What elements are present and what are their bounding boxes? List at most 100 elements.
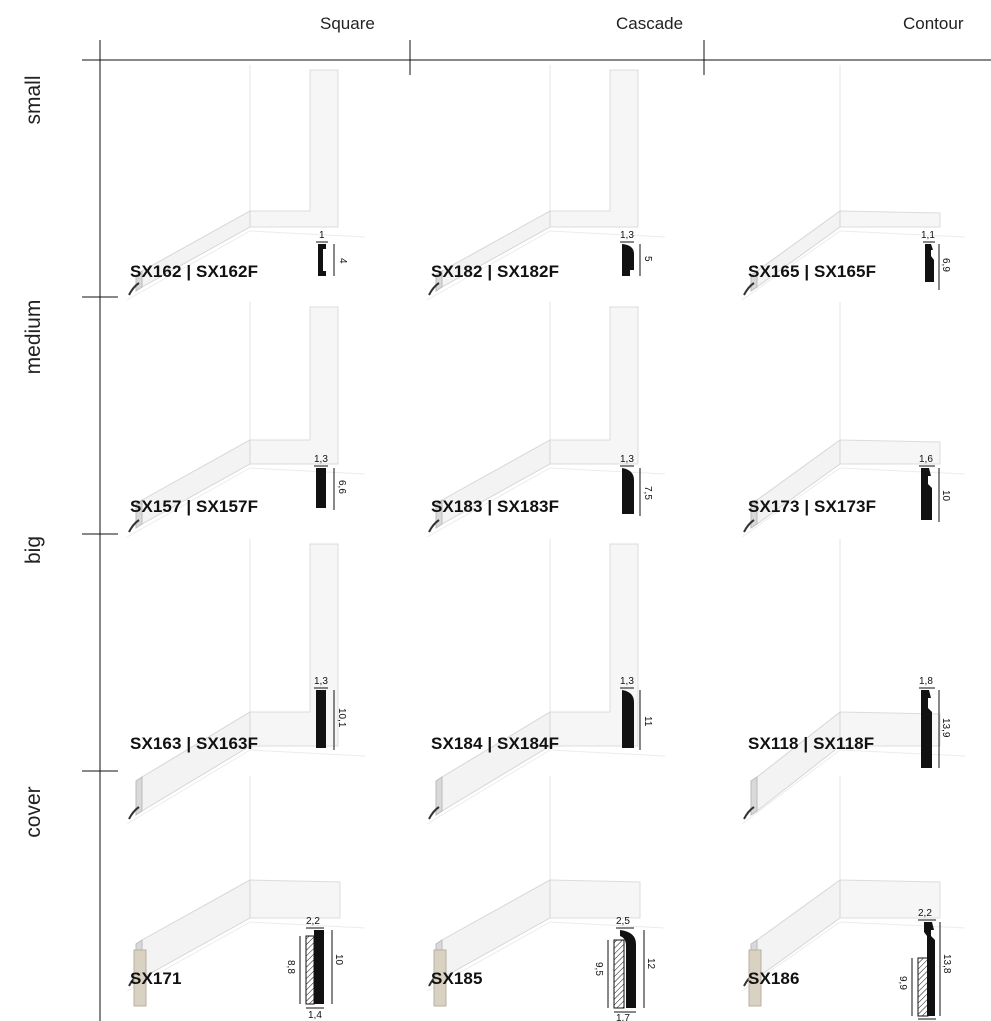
dim-height: 4 <box>337 258 348 264</box>
floor-line <box>839 749 966 757</box>
filler-block <box>748 949 762 1007</box>
dim-inner: 8,8 <box>285 960 296 974</box>
wall-frame-molding <box>549 306 639 465</box>
dim-top: 1,3 <box>620 454 634 465</box>
skirting-end-cap <box>135 776 143 816</box>
cable <box>128 282 140 296</box>
wall-frame-molding <box>249 69 339 228</box>
wall-frame-molding <box>549 69 639 228</box>
cable <box>428 806 440 820</box>
floor-line <box>549 467 666 475</box>
floor-line <box>126 467 251 538</box>
dim-height: 13,8 <box>941 954 952 974</box>
filler-block <box>433 949 447 1007</box>
dim-inner: 9,9 <box>897 976 908 990</box>
column-header-contour: Contour <box>903 14 964 33</box>
floor-line <box>741 749 841 825</box>
product-code: SX165 | SX165F <box>748 262 877 281</box>
dim-height: 6,9 <box>940 258 951 272</box>
skirting-left-segment <box>141 879 251 979</box>
floor-line <box>249 230 366 238</box>
profile-cross-section-icon: 1,3 11 <box>620 676 653 750</box>
dim-height: 13,9 <box>940 718 951 738</box>
product-code: SX118 | SX118F <box>748 734 875 753</box>
floor-line <box>249 749 366 757</box>
cable <box>128 806 140 820</box>
product-code: SX184 | SX184F <box>431 734 560 753</box>
wall-frame-molding <box>249 306 339 465</box>
cable <box>743 519 755 533</box>
dim-top: 1,1 <box>921 230 935 241</box>
profile-cross-section-icon: 1,8 13,9 <box>919 676 951 768</box>
floor-line <box>839 467 966 475</box>
floor-line <box>126 230 251 301</box>
dim-bottom: 1,7 <box>616 1013 630 1021</box>
profile-cross-section-icon: 1,3 6,6 <box>314 454 347 510</box>
cable <box>743 282 755 296</box>
product-code: SX185 <box>431 969 483 988</box>
dim-top: 2,2 <box>306 916 320 927</box>
cable <box>128 519 140 533</box>
dim-top: 1,3 <box>314 454 328 465</box>
dim-height: 5 <box>642 256 653 262</box>
dim-height: 7,5 <box>642 486 653 500</box>
profile-cross-section-icon: 1,1 6,9 <box>921 230 951 290</box>
skirting-left-segment <box>441 711 551 812</box>
dim-height: 10 <box>333 954 344 966</box>
filler-block <box>133 949 147 1007</box>
skirting-left-segment <box>441 879 551 979</box>
product-code: SX182 | SX182F <box>431 262 560 281</box>
dim-height: 10 <box>940 490 951 502</box>
floor-line <box>549 230 666 238</box>
dim-top: 1 <box>319 230 325 241</box>
product-code: SX171 <box>130 969 182 988</box>
skirting-left-segment <box>756 879 841 979</box>
profile-cross-section-icon: 2,2 8,8 10 1,4 <box>285 916 344 1021</box>
skirting-right-segment <box>249 879 341 919</box>
dim-top: 1,3 <box>620 230 634 241</box>
skirting-end-cap <box>435 776 443 816</box>
floor-line <box>426 230 551 301</box>
skirting-right-segment <box>549 879 641 919</box>
dim-bottom: 1,4 <box>308 1010 322 1021</box>
floor-line <box>741 230 841 301</box>
column-header-square: Square <box>320 14 375 33</box>
dim-height: 11 <box>642 716 653 727</box>
floor-line <box>839 230 966 238</box>
profile-cross-section-icon: 1,3 7,5 <box>620 454 653 516</box>
floor-line <box>426 467 551 538</box>
product-code: SX162 | SX162F <box>130 262 259 281</box>
skirting-right-segment <box>839 210 941 228</box>
dim-top: 2,5 <box>616 916 630 927</box>
floor-line <box>549 749 666 757</box>
dim-top: 1,8 <box>919 676 933 687</box>
floor-line <box>549 921 666 929</box>
column-header-cascade: Cascade <box>616 14 684 33</box>
dim-height: 10,1 <box>336 708 347 728</box>
product-code: SX173 | SX173F <box>748 497 877 516</box>
dim-top: 1,3 <box>314 676 328 687</box>
floor-line <box>426 921 551 992</box>
floor-line <box>249 467 366 475</box>
dim-height: 12 <box>645 958 656 970</box>
floor-line <box>126 921 251 992</box>
floor-line <box>126 749 251 825</box>
cable <box>428 282 440 296</box>
product-code: SX186 <box>748 969 800 988</box>
dim-height: 6,6 <box>336 480 347 494</box>
skirting-end-cap <box>750 776 758 816</box>
floor-line <box>741 467 841 538</box>
dim-top: 1,6 <box>919 454 933 465</box>
profile-cross-section-icon: 2,2 9,9 13,8 <box>897 908 952 1020</box>
skirting-left-segment <box>756 710 841 813</box>
skirting-left-segment <box>141 711 251 812</box>
profile-cross-section-icon: 1,3 5 <box>620 230 653 276</box>
dim-top: 2,2 <box>918 908 932 919</box>
floor-line <box>839 921 966 929</box>
profile-cross-section-icon: 1 4 <box>316 230 348 276</box>
floor-line <box>249 921 366 929</box>
product-code: SX163 | SX163F <box>130 734 259 753</box>
cable <box>743 806 755 820</box>
profile-cross-section-icon: 1,3 10,1 <box>314 676 347 750</box>
